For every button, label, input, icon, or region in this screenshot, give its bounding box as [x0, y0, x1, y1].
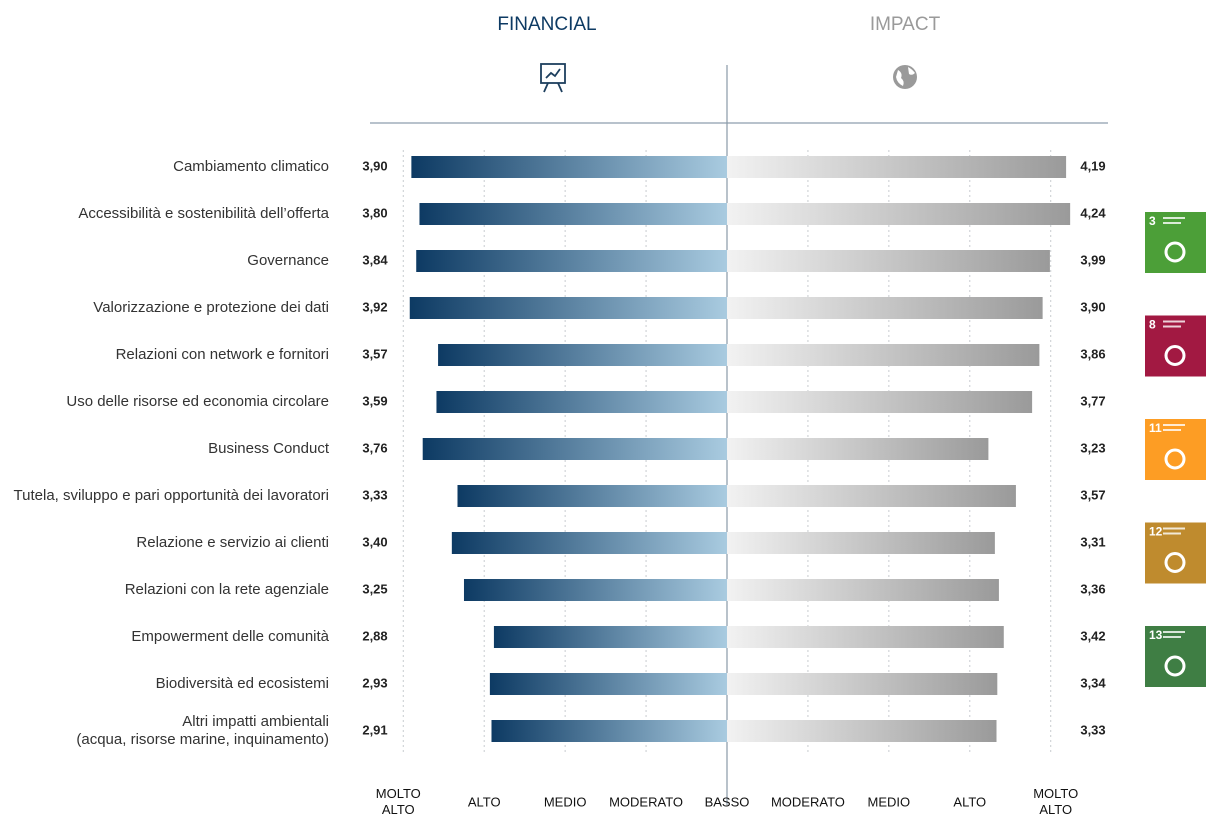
category-label: Cambiamento climatico	[173, 158, 329, 175]
easel-icon	[540, 63, 566, 93]
x-tick-label: MODERATO	[771, 794, 845, 809]
value-label: 4,24	[1080, 205, 1106, 220]
sdg-caption	[1163, 532, 1181, 535]
category-label: Altri impatti ambientali (acqua, risorse …	[76, 713, 329, 748]
bar	[411, 156, 727, 178]
sdg-caption	[1163, 636, 1181, 638]
bar	[727, 579, 999, 601]
bar	[727, 156, 1067, 178]
value-label: 3,86	[1080, 346, 1105, 361]
sdg-caption	[1163, 325, 1181, 328]
sdg-caption	[1163, 320, 1185, 323]
sdg-symbol	[1164, 448, 1186, 470]
category-label: Governance	[247, 252, 329, 269]
sdg-symbol	[1164, 241, 1186, 263]
value-label: 3,40	[362, 534, 387, 549]
category-label: Business Conduct	[208, 440, 330, 457]
value-label: 2,93	[362, 675, 387, 690]
value-label: 3,84	[362, 252, 388, 267]
value-label: 3,90	[362, 158, 387, 173]
category-label: Empowerment delle comunità	[131, 628, 329, 645]
series-heading: FINANCIAL	[497, 14, 596, 35]
value-label: 3,23	[1080, 440, 1105, 455]
sdg-caption	[1163, 424, 1185, 426]
value-label: 3,25	[362, 581, 387, 596]
series-heading: IMPACT	[870, 14, 941, 35]
bar	[436, 391, 727, 413]
value-label: 3,80	[362, 205, 387, 220]
bar	[493, 626, 727, 648]
x-tick-label: BASSO	[705, 794, 750, 809]
value-label: 3,57	[1080, 487, 1105, 502]
value-label: 3,31	[1080, 534, 1105, 549]
value-label: 3,59	[362, 393, 387, 408]
value-label: 3,57	[362, 346, 387, 361]
bar	[457, 485, 727, 507]
bar	[727, 673, 998, 695]
x-tick-label: MOLTO ALTO	[1033, 787, 1078, 818]
bar	[727, 203, 1071, 225]
x-tick-label: MOLTO ALTO	[376, 787, 421, 818]
value-label: 2,88	[362, 628, 387, 643]
bar	[463, 579, 727, 601]
category-label: Relazioni con la rete agenziale	[125, 581, 329, 598]
category-label: Accessibilità e sostenibilità dell’offer…	[78, 205, 329, 222]
bar	[727, 297, 1043, 319]
sdg-symbol	[1164, 655, 1186, 677]
bar	[451, 532, 727, 554]
category-label: Uso delle risorse ed economia circolare	[66, 393, 329, 410]
value-label: 4,19	[1080, 158, 1105, 173]
globe-icon	[893, 65, 917, 89]
bar	[727, 344, 1040, 366]
bar	[727, 532, 995, 554]
value-label: 3,99	[1080, 252, 1105, 267]
sdg-number: 8	[1149, 318, 1156, 332]
bar	[422, 438, 727, 460]
bar	[438, 344, 727, 366]
x-tick-label: MEDIO	[868, 794, 911, 809]
bar	[419, 203, 727, 225]
x-tick-label: MEDIO	[544, 794, 587, 809]
x-tick-label: ALTO	[953, 794, 986, 809]
value-label: 2,91	[362, 722, 387, 737]
sdg-caption	[1163, 631, 1185, 633]
category-label: Biodiversità ed ecosistemi	[156, 675, 329, 692]
value-label: 3,42	[1080, 628, 1105, 643]
bar	[409, 297, 727, 319]
value-label: 3,90	[1080, 299, 1105, 314]
bar	[416, 250, 727, 272]
category-label: Valorizzazione e protezione dei dati	[93, 299, 329, 316]
x-tick-label: MODERATO	[609, 794, 683, 809]
sdg-symbol	[1164, 345, 1186, 366]
bar	[727, 391, 1033, 413]
bar	[491, 720, 727, 742]
sdg-caption	[1163, 429, 1181, 431]
sdg-number: 13	[1149, 628, 1163, 642]
sdg-caption	[1163, 222, 1181, 224]
value-label: 3,36	[1080, 581, 1105, 596]
bar	[727, 720, 997, 742]
bar	[489, 673, 727, 695]
bar	[727, 485, 1016, 507]
x-tick-label: ALTO	[468, 794, 501, 809]
value-label: 3,33	[1080, 722, 1105, 737]
sdg-symbol	[1164, 552, 1186, 573]
value-label: 3,92	[362, 299, 387, 314]
sdg-caption	[1163, 527, 1185, 530]
bar	[727, 438, 989, 460]
bar	[727, 250, 1050, 272]
bar	[727, 626, 1004, 648]
value-label: 3,34	[1080, 675, 1106, 690]
sdg-number: 3	[1149, 214, 1156, 228]
category-label: Relazioni con network e fornitori	[116, 346, 329, 363]
category-label: Relazione e servizio ai clienti	[136, 534, 329, 551]
sdg-caption	[1163, 217, 1185, 219]
value-label: 3,77	[1080, 393, 1105, 408]
sdg-number: 12	[1149, 525, 1163, 539]
category-label: Tutela, sviluppo e pari opportunità dei …	[14, 487, 329, 504]
value-label: 3,76	[362, 440, 387, 455]
sdg-number: 11	[1149, 421, 1162, 435]
value-label: 3,33	[362, 487, 387, 502]
